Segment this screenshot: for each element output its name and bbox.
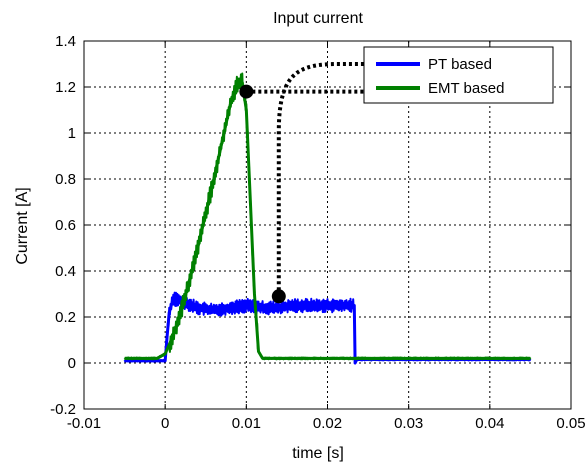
y-tick-label: 0 xyxy=(68,355,76,372)
x-tick-label: -0.01 xyxy=(67,415,101,432)
y-tick-label: 1.4 xyxy=(55,33,76,50)
x-tick-label: 0 xyxy=(161,415,169,432)
ticks: -0.01 0 0.01 0.02 0.03 0.04 0.05 -0.2 0 0.2 0.4 0.6… xyxy=(50,33,585,432)
series-layer xyxy=(123,72,532,365)
series-pt-based-line xyxy=(124,297,531,365)
legend-box xyxy=(363,46,554,104)
y-tick-label: -0.2 xyxy=(50,401,76,418)
y-tick-label: 0.2 xyxy=(55,309,76,326)
y-tick-label: 0.4 xyxy=(55,263,76,280)
y-tick-label: 0.6 xyxy=(55,217,76,234)
annotation-layer xyxy=(239,62,364,304)
x-tick-label: 0.05 xyxy=(556,415,585,432)
annotation-marker xyxy=(239,84,254,99)
x-axis-label: time [s] xyxy=(292,445,344,462)
legend-label: EMT based xyxy=(428,80,504,97)
x-tick-label: 0.02 xyxy=(313,415,342,432)
y-axis-label: Current [A] xyxy=(14,187,31,264)
chart-title: Input current xyxy=(273,10,363,27)
x-tick-label: 0.01 xyxy=(232,415,261,432)
legend-label: PT based xyxy=(428,56,492,73)
series-emt-based-line xyxy=(124,80,531,360)
x-tick-label: 0.03 xyxy=(394,415,423,432)
legend: PT based EMT based xyxy=(363,46,554,104)
y-tick-label: 0.8 xyxy=(55,171,76,188)
pt-annotation-line xyxy=(276,62,364,297)
y-tick-label: 1.2 xyxy=(55,79,76,96)
x-tick-label: 0.04 xyxy=(475,415,504,432)
annotation-marker xyxy=(271,289,286,304)
y-tick-label: 1 xyxy=(68,125,76,142)
